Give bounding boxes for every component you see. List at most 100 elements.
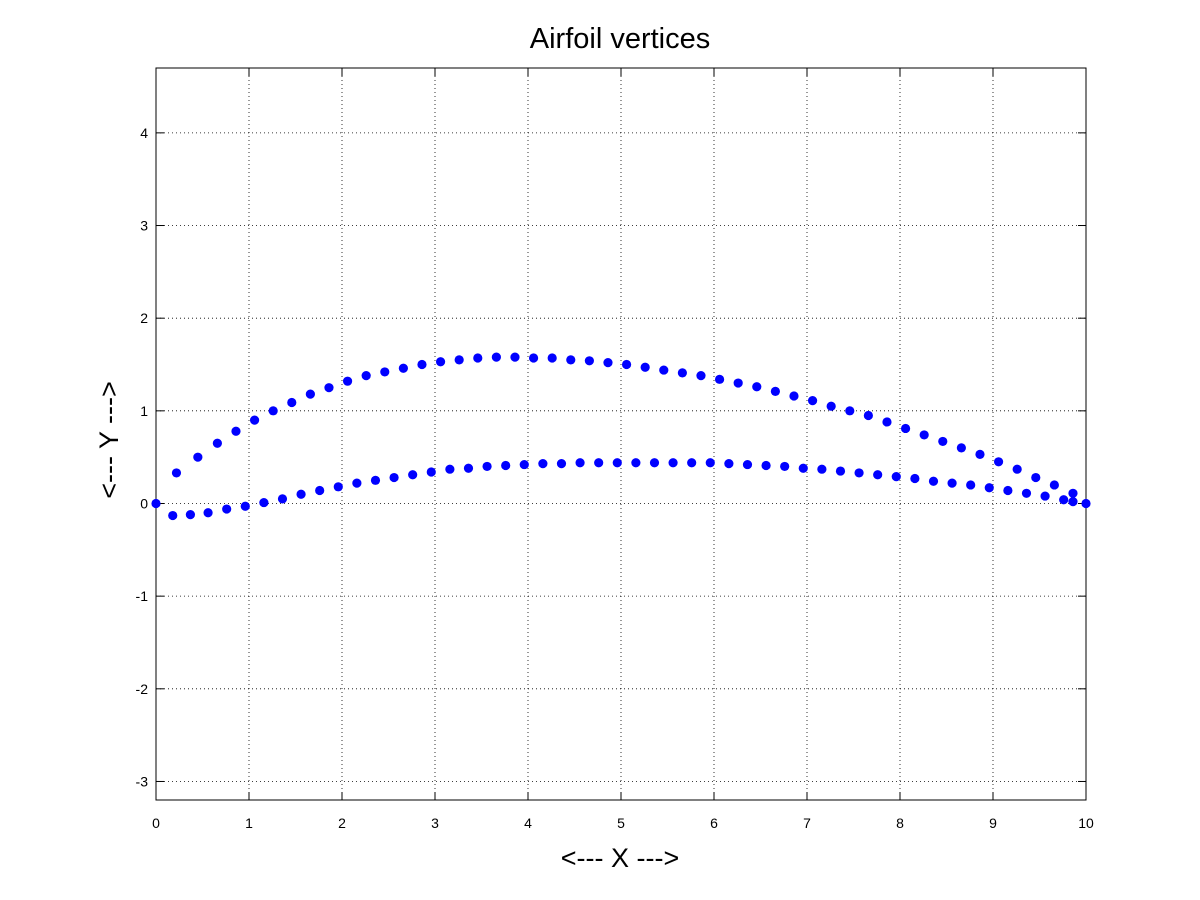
vertex-point bbox=[687, 458, 697, 468]
x-tick-label: 3 bbox=[431, 815, 439, 831]
vertex-point bbox=[1031, 472, 1041, 483]
x-tick-label: 4 bbox=[524, 815, 532, 831]
vertex-point bbox=[249, 415, 260, 425]
vertex-point bbox=[566, 355, 576, 365]
y-tick-label: 1 bbox=[140, 403, 148, 419]
vertex-point bbox=[1068, 488, 1078, 498]
vertex-point bbox=[435, 357, 446, 367]
vertex-point bbox=[854, 468, 864, 478]
vertex-point bbox=[473, 353, 483, 363]
vertex-point bbox=[780, 461, 790, 472]
vertex-point bbox=[910, 473, 920, 484]
x-tick-label: 5 bbox=[617, 815, 625, 831]
chart-title: Airfoil vertices bbox=[530, 23, 711, 55]
vertex-point bbox=[882, 417, 892, 427]
vertex-point bbox=[956, 443, 966, 453]
axis-ticks bbox=[155, 68, 1087, 800]
vertex-point bbox=[863, 410, 873, 421]
vertex-point bbox=[398, 363, 408, 373]
y-tick-label: 0 bbox=[140, 495, 148, 511]
vertex-point bbox=[231, 426, 241, 436]
vertex-point bbox=[296, 489, 306, 499]
vertex-point bbox=[463, 463, 474, 473]
vertex-point bbox=[342, 376, 353, 386]
vertex-point bbox=[891, 472, 901, 482]
vertex-point bbox=[947, 478, 957, 488]
vertex-point bbox=[547, 353, 557, 363]
plot-frame bbox=[155, 67, 1087, 801]
vertex-point bbox=[482, 461, 492, 472]
vertex-point bbox=[1068, 497, 1078, 507]
vertex-point bbox=[240, 501, 250, 511]
vertex-point bbox=[807, 396, 818, 406]
vertex-point bbox=[426, 467, 436, 477]
x-axis-label: <--- X ---> bbox=[561, 843, 680, 873]
vertex-point bbox=[938, 436, 948, 447]
vertex-point bbox=[259, 497, 269, 508]
vertex-point bbox=[315, 485, 325, 496]
vertex-point bbox=[305, 389, 315, 399]
vertex-point bbox=[1012, 464, 1022, 474]
vertex-point bbox=[900, 423, 911, 434]
vertex-point bbox=[621, 359, 632, 370]
vertex-point bbox=[510, 352, 520, 362]
x-tick-label: 10 bbox=[1078, 815, 1094, 831]
vertex-point bbox=[408, 470, 418, 480]
vertex-point bbox=[835, 466, 846, 476]
vertex-point bbox=[761, 460, 771, 471]
vertex-point bbox=[845, 406, 855, 416]
vertex-point bbox=[742, 459, 753, 470]
vertex-point bbox=[659, 365, 669, 375]
vertex-point bbox=[668, 458, 678, 468]
vertex-point bbox=[168, 510, 178, 521]
vertex-point bbox=[352, 478, 362, 488]
vertex-point bbox=[789, 391, 799, 401]
vertex-point bbox=[584, 356, 594, 366]
vertex-point bbox=[928, 476, 939, 486]
x-tick-label: 8 bbox=[896, 815, 904, 831]
vertex-point bbox=[817, 464, 827, 474]
vertex-point bbox=[287, 397, 297, 408]
vertex-point bbox=[333, 482, 343, 492]
x-tick-label: 6 bbox=[710, 815, 718, 831]
x-tick-label: 9 bbox=[989, 815, 997, 831]
vertex-point bbox=[993, 457, 1004, 467]
vertex-point bbox=[603, 358, 613, 368]
y-tick-label: 4 bbox=[140, 125, 148, 141]
vertex-point bbox=[380, 367, 390, 377]
vertex-point bbox=[1021, 488, 1032, 498]
vertex-point bbox=[193, 452, 203, 462]
vertex-point bbox=[975, 449, 985, 459]
vertex-point bbox=[705, 458, 715, 468]
vertex-point bbox=[171, 468, 182, 478]
vertex-point bbox=[752, 382, 762, 392]
vertex-point bbox=[575, 458, 585, 468]
y-axis-label: <--- Y ---> bbox=[94, 381, 124, 499]
vertex-point bbox=[203, 508, 213, 518]
vertex-point bbox=[519, 459, 529, 470]
y-tick-label: -1 bbox=[136, 588, 149, 604]
vertex-point bbox=[919, 430, 929, 440]
vertex-point bbox=[1059, 495, 1069, 505]
vertex-point bbox=[1040, 491, 1050, 501]
vertex-point bbox=[1049, 480, 1059, 490]
x-tick-label: 1 bbox=[245, 815, 253, 831]
vertex-point bbox=[714, 374, 725, 384]
vertex-point bbox=[501, 460, 511, 471]
vertex-point bbox=[361, 371, 371, 381]
vertex-point bbox=[277, 494, 288, 504]
vertex-point bbox=[594, 458, 604, 468]
vertex-point bbox=[528, 353, 539, 363]
vertex-point bbox=[826, 401, 836, 411]
vertex-point bbox=[1081, 498, 1091, 509]
vertex-point bbox=[370, 475, 381, 485]
vertex-point bbox=[454, 355, 464, 365]
vertex-point bbox=[417, 359, 427, 370]
vertex-point bbox=[798, 463, 808, 473]
x-tick-label: 0 bbox=[152, 815, 160, 831]
vertex-point bbox=[185, 510, 196, 520]
vertex-point bbox=[556, 459, 567, 469]
vertex-point bbox=[984, 483, 994, 493]
vertex-point bbox=[649, 458, 660, 468]
